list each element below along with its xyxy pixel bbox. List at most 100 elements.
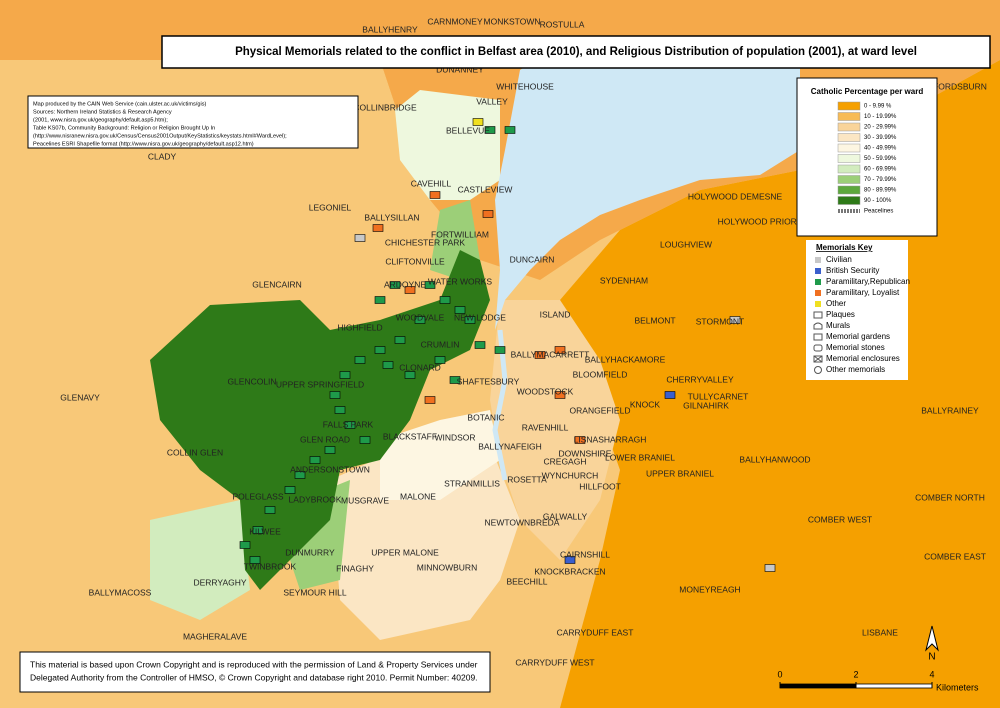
ward-label: HILLFOOT: [579, 481, 621, 491]
key-swatch: [815, 268, 821, 274]
legend-label: 20 - 29.99%: [864, 125, 897, 131]
ward-label: LEGONIEL: [309, 202, 352, 212]
scale-label: 4: [929, 669, 934, 679]
legend-swatch: [837, 112, 861, 121]
memorial-marker: [434, 356, 446, 364]
key-symbol: [814, 366, 822, 374]
south-east-wards: [490, 300, 620, 560]
key-label: Paramilitary,Republican: [826, 277, 910, 286]
copyright-box: [19, 651, 491, 693]
ward-label: CAIRNSHILL: [560, 549, 610, 559]
ward-label: ROSTULLA: [540, 19, 585, 29]
ward-label: ANDERSONSTOWN: [290, 464, 370, 474]
ward-label: UPPER BRANIEL: [646, 468, 714, 478]
memorial-marker: [394, 336, 406, 344]
memorial-marker: [294, 471, 306, 479]
key-swatch: [815, 257, 821, 263]
ward-label: BALLYHENRY: [362, 24, 418, 34]
derryaghy-ward: [150, 500, 250, 620]
credit-line: Peacelines ESRI Shapefile format (http:/…: [33, 141, 254, 147]
ward-label: GLENCOLIN: [227, 376, 276, 386]
memorial-marker: [264, 506, 276, 514]
legend-label: 0 - 9.99 %: [864, 104, 892, 110]
credit-line: (http://www.nisranew.nisra.gov.uk/Census…: [33, 133, 287, 139]
ward-label: SYDENHAM: [600, 275, 648, 285]
memorial-marker: [309, 456, 321, 464]
legend-box: [796, 77, 938, 237]
ward-label: BELMONT: [634, 315, 675, 325]
ward-label: BELLEVUE: [446, 125, 490, 135]
legend-label: 50 - 59.99%: [864, 156, 897, 162]
ward-label: MONKSTOWN: [484, 16, 541, 26]
ward-label: GILNAHIRK: [683, 400, 729, 410]
ward-label: FALLS PARK: [323, 419, 374, 429]
memorial-marker: [464, 316, 476, 324]
memorial-marker: [482, 210, 494, 218]
ward-label: BALLYSILLAN: [364, 212, 419, 222]
copyright-line: This material is based upon Crown Copyri…: [30, 659, 478, 669]
legend-label: 10 - 19.99%: [864, 114, 897, 120]
key-label: Memorial stones: [826, 343, 885, 352]
ward-label: BALLYNAFEIGH: [478, 441, 542, 451]
memorial-marker: [564, 556, 576, 564]
ward-label: KILWEE: [249, 526, 281, 536]
ward-labels: BALLYHENRY CARNMONEY MONKSTOWN ROSTULLA COLL…: [60, 16, 987, 667]
ward-label: BLACKSTAFF: [383, 431, 437, 441]
ward-label: MONEYREAGH: [679, 584, 740, 594]
ward-label: ORANGEFIELD: [570, 405, 631, 415]
memorial-marker: [424, 281, 436, 289]
credit-line: Map produced by the CAIN Web Service (ca…: [33, 101, 207, 107]
memorial-marker: [484, 126, 496, 134]
ward-label: WHITEHOUSE: [496, 81, 554, 91]
ward-label: LISNASHARRAGH: [574, 434, 647, 444]
memorial-marker: [424, 396, 436, 404]
ward-label: FORTWILLIAM: [431, 229, 489, 239]
key-swatch: [815, 301, 821, 307]
map-title: Physical Memorials related to the confli…: [235, 46, 917, 58]
ward-label: HOLYWOOD PRIORY: [718, 216, 803, 226]
ward-label: GLEN ROAD: [300, 434, 350, 444]
key-label: Other memorials: [826, 365, 885, 374]
ward-label: GLENAVY: [60, 392, 100, 402]
legend-swatch: [837, 175, 861, 184]
memorial-markers: [239, 118, 776, 572]
scale-unit: Kilometers: [936, 682, 979, 692]
memorial-marker: [449, 376, 461, 384]
ward-label: COLLINBRIDGE: [353, 102, 417, 112]
legend-label: 30 - 39.99%: [864, 135, 897, 141]
ward-label: WOODVALE: [396, 312, 445, 322]
ward-label: BALLYRAINEY: [921, 405, 979, 415]
ward-label: UPPER MALONE: [371, 547, 439, 557]
memorial-marker: [354, 234, 366, 242]
memorial-marker: [354, 356, 366, 364]
legend-swatch: [837, 154, 861, 163]
north-label: N: [928, 652, 935, 663]
ward-label: MALONE: [400, 491, 436, 501]
legend-swatch: [837, 143, 861, 153]
legend-label: 90 - 100%: [864, 198, 892, 204]
memorial-marker: [252, 526, 264, 534]
legend-swatch: [837, 164, 861, 174]
ward-label: BALLYMACARRETT: [511, 349, 590, 359]
memorials-key-box: [806, 240, 908, 380]
memorial-marker: [359, 436, 371, 444]
memorial-marker: [554, 346, 566, 354]
legend-label: 40 - 49.99%: [864, 146, 897, 152]
ward-label: WATER WORKS: [428, 276, 493, 286]
ward-label: DERRYAGHY: [193, 577, 246, 587]
ward-label: MINNOWBURN: [417, 562, 477, 572]
memorial-marker: [339, 371, 351, 379]
key-swatch: [815, 290, 821, 296]
credit-line: Sources: Northern Ireland Statistics & R…: [33, 109, 172, 115]
ward-label: STRANMILLIS: [444, 478, 500, 488]
memorial-marker: [494, 346, 506, 354]
legend-swatch: [837, 101, 861, 111]
memorial-marker: [474, 341, 486, 349]
key-symbol: [813, 344, 823, 352]
legend: 0 - 9.99 % 10 - 19.99% 20 - 29.99% 30 - 39.…: [837, 101, 897, 215]
key-label: British Security: [826, 266, 879, 275]
ward-label: CLONARD: [399, 362, 441, 372]
ward-label: COLLIN GLEN: [167, 447, 223, 457]
ward-label: GLENCAIRN: [252, 279, 302, 289]
